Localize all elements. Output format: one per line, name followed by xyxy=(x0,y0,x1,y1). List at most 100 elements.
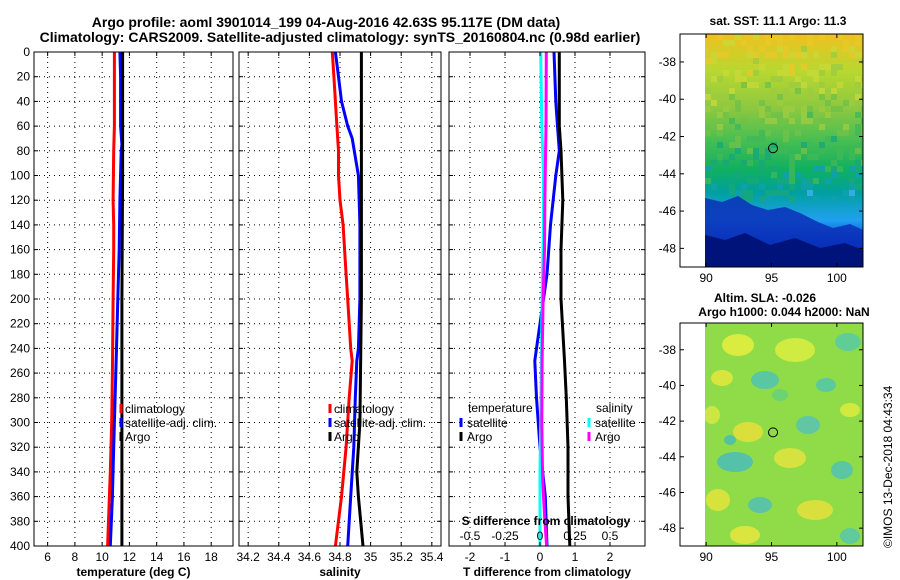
sst-cell xyxy=(777,184,783,190)
sst-cell xyxy=(825,64,831,70)
legend-climatology-label: climatology xyxy=(125,402,185,416)
sst-cell xyxy=(807,88,813,94)
sst-cell xyxy=(735,34,741,40)
sst-cell xyxy=(801,52,807,58)
sst-cell xyxy=(855,148,861,154)
sst-cell xyxy=(843,100,849,106)
legend-sal-argo-label: Argo xyxy=(595,430,621,444)
sst-cell xyxy=(789,196,795,202)
sst-cell xyxy=(849,166,855,172)
sst-cell xyxy=(777,178,783,184)
sst-cell xyxy=(807,154,813,160)
sst-cell xyxy=(849,52,855,58)
sst-cell xyxy=(783,46,789,52)
sst-cell xyxy=(717,142,723,148)
x-tick-label: 34.6 xyxy=(298,550,322,564)
sla-eddy xyxy=(730,526,760,544)
sst-cell xyxy=(801,178,807,184)
sst-cell xyxy=(819,88,825,94)
sst-cell xyxy=(789,70,795,76)
sst-cell xyxy=(783,172,789,178)
x-tick-label: 6 xyxy=(44,550,51,564)
difference-temperature-legend: temperature satellite Argo xyxy=(459,401,533,444)
x-tick-label: -1 xyxy=(500,550,511,564)
sst-cell xyxy=(783,88,789,94)
legend-climatology-label: climatology xyxy=(334,402,394,416)
map-y-tick-label: -44 xyxy=(659,167,677,181)
sst-cell xyxy=(741,118,747,124)
sst-cell xyxy=(777,40,783,46)
sst-cell xyxy=(789,160,795,166)
sst-cell xyxy=(795,154,801,160)
sst-cell xyxy=(849,154,855,160)
sst-cell xyxy=(765,148,771,154)
sst-cell xyxy=(855,130,861,136)
sst-cell xyxy=(747,52,753,58)
sst-cell xyxy=(855,76,861,82)
sst-cell xyxy=(789,184,795,190)
sst-cell xyxy=(729,88,735,94)
x2-tick-label: 0.5 xyxy=(602,529,619,543)
plot-frame xyxy=(33,51,234,547)
sst-cell xyxy=(831,70,837,76)
sst-cell xyxy=(759,160,765,166)
y-tick-label: 40 xyxy=(17,94,31,108)
sst-cell xyxy=(783,112,789,118)
legend-argo-label: Argo xyxy=(125,430,151,444)
sst-cell xyxy=(861,64,863,70)
sst-cell xyxy=(753,136,759,142)
sst-cell xyxy=(783,136,789,142)
sst-cell xyxy=(783,148,789,154)
sst-cell xyxy=(849,184,855,190)
argo-line xyxy=(355,52,365,547)
sst-cell xyxy=(855,124,861,130)
sst-cell xyxy=(807,40,813,46)
salinity-argo-line xyxy=(540,51,549,547)
legend-argo-label: Argo xyxy=(334,430,360,444)
sst-cell xyxy=(741,76,747,82)
y-tick-label: 260 xyxy=(10,366,30,380)
sst-cell xyxy=(741,184,747,190)
sst-cell xyxy=(789,154,795,160)
y-tick-label: 360 xyxy=(10,490,30,504)
sst-cell xyxy=(735,76,741,82)
sst-cell xyxy=(831,160,837,166)
sst-cell xyxy=(861,166,863,172)
sst-cell xyxy=(855,142,861,148)
map-y-tick-label: -48 xyxy=(659,521,677,535)
sst-cell xyxy=(807,106,813,112)
sst-cell xyxy=(831,52,837,58)
x-tick-label: 34.8 xyxy=(328,550,352,564)
sst-cell xyxy=(789,82,795,88)
sst-cell xyxy=(795,76,801,82)
sst-cell xyxy=(747,178,753,184)
sst-cell xyxy=(759,112,765,118)
map-x-tick-label: 90 xyxy=(699,271,713,285)
sst-cell xyxy=(813,178,819,184)
sst-cell xyxy=(837,166,843,172)
sst-cell xyxy=(771,112,777,118)
sst-cell xyxy=(741,190,747,196)
sst-cell xyxy=(789,178,795,184)
x-tick-label: 14 xyxy=(150,550,164,564)
sst-cell xyxy=(753,82,759,88)
sst-cell xyxy=(843,130,849,136)
sst-cell xyxy=(705,88,711,94)
sst-cell xyxy=(777,190,783,196)
sst-cell xyxy=(759,196,765,202)
map-y-tick-label: -44 xyxy=(659,450,677,464)
sst-cell xyxy=(831,136,837,142)
sst-cell xyxy=(831,46,837,52)
sst-cell xyxy=(837,82,843,88)
sst-cell xyxy=(741,196,747,202)
sst-cell xyxy=(795,172,801,178)
sst-cell xyxy=(759,118,765,124)
sst-cell xyxy=(861,58,863,64)
sst-cell xyxy=(729,118,735,124)
sst-cell xyxy=(807,118,813,124)
sla-map-title-line1: Altim. SLA: -0.026 xyxy=(714,291,816,305)
sst-cell xyxy=(861,34,863,40)
sst-cell xyxy=(837,64,843,70)
y-tick-label: 400 xyxy=(10,539,30,553)
sst-cell xyxy=(801,106,807,112)
